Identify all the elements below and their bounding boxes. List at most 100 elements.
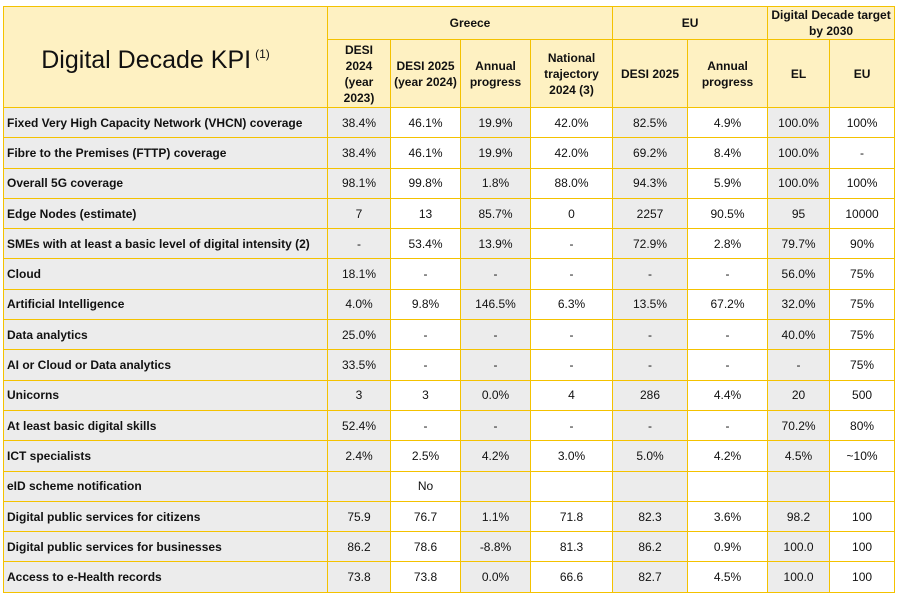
table-cell: - [687,258,769,290]
table-cell: - [529,349,614,381]
table-row: ICT specialists 2.4% 2.5% 4.2% 3.0% 5.0% 4.2% 4… [3,440,896,472]
table-cell: 33.5% [327,349,391,381]
table-cell: 0.0% [460,379,531,411]
table-row: Cloud 18.1% - - - - -56.0% 75% [3,258,896,290]
table-cell: 4.0% [327,288,391,321]
table-cell: 500 [829,379,896,411]
table-cell: 4.9% [687,106,769,139]
row-label: Data analytics [3,319,328,351]
row-label: Digital public services for businesses [3,531,328,563]
table-cell [767,470,831,502]
table-cell: 19.9% [460,137,531,169]
col-header-eu-desi-2025: DESI 2025 [612,39,689,108]
row-label: Fibre to the Premises (FTTP) coverage [3,137,328,169]
table-cell: - [612,319,689,351]
table-cell: 286 [612,379,689,411]
table-cell: 95 [767,197,831,230]
table-row: Edge Nodes (estimate) 7 13 85.7% 0 2257 90.5% 9… [3,197,896,230]
table-row: eID scheme notification No [3,470,896,502]
table-cell: - [460,319,531,351]
table-cell: 0.0% [460,561,531,593]
table-cell [829,470,896,502]
table-cell: - [687,349,769,381]
kpi-title-footnote: (1) [255,47,270,61]
table-cell: - [687,409,769,442]
table-cell: 3.6% [687,500,769,533]
row-label: Digital public services for citizens [3,500,328,533]
table-cell: 5.9% [687,167,769,199]
table-cell: 53.4% [390,228,461,260]
row-label: Edge Nodes (estimate) [3,197,328,230]
kpi-title-cell: Digital Decade KPI (1) [3,6,328,108]
col-header-national-trajectory: National trajectory 2024 (3) [529,39,614,108]
table-cell: 100 [829,561,896,593]
col-header-desi-2024: DESI 2024 (year 2023) [327,39,391,108]
table-cell: 2.5% [390,440,461,472]
table-cell: 19.9% [460,106,531,139]
table-cell: 70.2% [767,409,831,442]
table-cell: - [529,258,614,290]
table-cell: 10000 [829,197,896,230]
table-cell: 82.5% [612,106,689,139]
table-cell: 13 [390,197,461,230]
table-cell: 2.4% [327,440,391,472]
table-cell: - [327,228,391,260]
table-cell: 75% [829,258,896,290]
table-cell: 69.2% [612,137,689,169]
table-cell: 81.3 [529,531,614,563]
table-cell: -8.8% [460,531,531,563]
table-row: Access to e-Health records 73.8 73.8 0.0% 66… [3,561,896,593]
table-cell: 46.1% [390,106,461,139]
table-cell: 4.4% [687,379,769,411]
table-cell: 100.0 [767,531,831,563]
table-cell: 1.8% [460,167,531,199]
table-cell: 3 [390,379,461,411]
table-cell: 5.0% [612,440,689,472]
table-cell: 38.4% [327,106,391,139]
table-cell: 82.3 [612,500,689,533]
table-cell: 99.8% [390,167,461,199]
group-target-2030: Digital Decade target by 2030 [767,6,896,40]
table-cell: 3 [327,379,391,411]
table-cell: 78.6 [390,531,461,563]
table-cell [612,470,689,502]
row-label: Artificial Intelligence [3,288,328,321]
table-cell: 71.8 [529,500,614,533]
table-cell: - [529,228,614,260]
kpi-title: Digital Decade KPI [41,46,252,74]
table-cell: - [767,349,831,381]
table-cell: 100.0% [767,137,831,169]
table-cell: 98.2 [767,500,831,533]
table-cell: No [390,470,461,502]
table-cell: 46.1% [390,137,461,169]
table-cell: - [390,319,461,351]
table-cell: 52.4% [327,409,391,442]
table-row: At least basic digital skills 52.4% - - - - -7… [3,409,896,442]
table-cell: - [612,258,689,290]
table-cell: 75.9 [327,500,391,533]
row-label: eID scheme notification [3,470,328,502]
table-row: Data analytics 25.0% - - - - -40.0% 75% [3,319,896,351]
table-cell: 94.3% [612,167,689,199]
table-cell: 100.0% [767,167,831,199]
table-cell: 25.0% [327,319,391,351]
table-cell: 86.2 [327,531,391,563]
row-label: SMEs with at least a basic level of digi… [3,228,328,260]
table-cell: 32.0% [767,288,831,321]
table-cell: 80% [829,409,896,442]
row-label: Unicorns [3,379,328,411]
table-row: Overall 5G coverage 98.1% 99.8% 1.8% 88.0% 94… [3,167,896,199]
col-header-target-el: EL [767,39,831,108]
table-cell: - [829,137,896,169]
table-cell: 100% [829,106,896,139]
table-cell: 100 [829,531,896,563]
table-cell: 90% [829,228,896,260]
table-cell: 8.4% [687,137,769,169]
table-cell: 56.0% [767,258,831,290]
table-cell: ~10% [829,440,896,472]
table-cell: 79.7% [767,228,831,260]
table-cell: 2257 [612,197,689,230]
table-cell: 42.0% [529,137,614,169]
table-cell: 4.5% [687,561,769,593]
table-cell: - [460,349,531,381]
